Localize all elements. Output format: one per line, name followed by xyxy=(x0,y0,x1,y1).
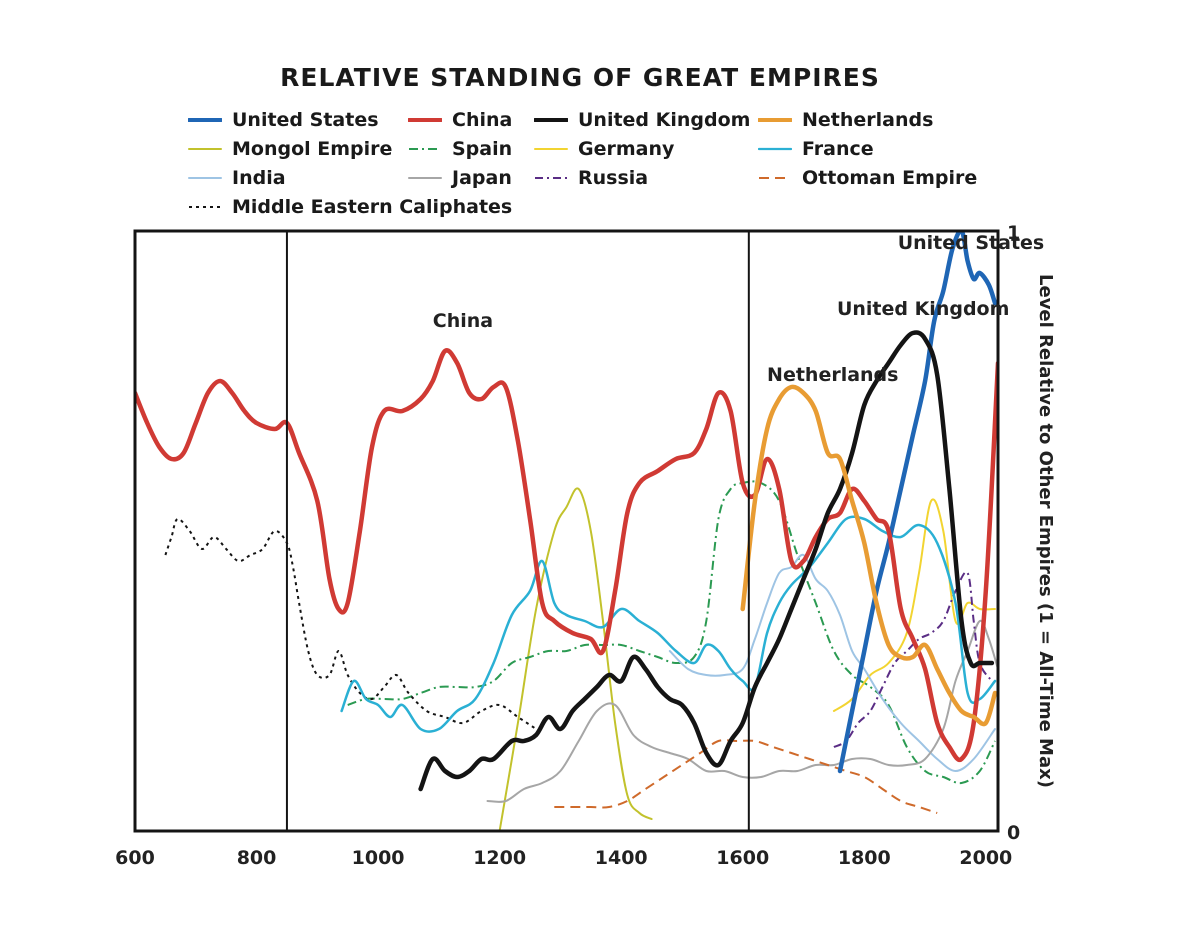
series-line-united-states xyxy=(837,231,998,774)
annotation-united-kingdom: United Kingdom xyxy=(837,298,1009,320)
series-line-spain xyxy=(347,480,996,785)
legend-label: United Kingdom xyxy=(578,109,751,131)
plot-lines xyxy=(135,231,998,831)
plot-frame xyxy=(133,229,1000,833)
chart-title: RELATIVE STANDING OF GREAT EMPIRES xyxy=(280,63,880,92)
legend-swatch xyxy=(189,206,221,208)
legend-item-japan: Japan xyxy=(408,164,512,192)
y-tick-label: 1 xyxy=(1007,222,1020,244)
legend-item-germany: Germany xyxy=(534,135,674,163)
legend-label: Germany xyxy=(578,138,675,160)
legend-swatch xyxy=(758,147,792,151)
legend-item-mongol-empire: Mongol Empire xyxy=(188,135,392,163)
legend-swatch xyxy=(188,117,222,123)
series-line-middle-eastern-caliphates xyxy=(164,517,537,730)
legend-swatch xyxy=(408,117,442,123)
legend-swatch xyxy=(409,148,441,150)
legend-item-united-kingdom: United Kingdom xyxy=(534,106,750,134)
series-line-mongol-empire xyxy=(498,487,653,831)
period-markers xyxy=(285,231,750,831)
series-line-germany xyxy=(832,498,996,712)
legend-item-ottoman-empire: Ottoman Empire xyxy=(758,164,977,192)
legend-swatch xyxy=(759,177,791,179)
annotation-united-states: United States xyxy=(898,232,1045,254)
axis-ticks: 600 800 1000 1200 1400 1600 1800 2000 0 1 xyxy=(115,222,1020,869)
x-tick-label: 2000 xyxy=(959,847,1012,869)
series-line-netherlands xyxy=(740,384,998,727)
legend-label: United States xyxy=(232,109,379,131)
legend-item-france: France xyxy=(758,135,874,163)
x-tick-label: 1400 xyxy=(595,847,648,869)
y-tick-label: 0 xyxy=(1007,822,1020,844)
legend-item-united-states: United States xyxy=(188,106,379,134)
legend-label: Ottoman Empire xyxy=(802,167,978,189)
legend-item-russia: Russia xyxy=(534,164,648,192)
legend-item-india: India xyxy=(188,164,286,192)
series-line-japan xyxy=(486,619,998,803)
x-tick-label: 1600 xyxy=(716,847,769,869)
x-tick-label: 1000 xyxy=(352,847,405,869)
legend-swatch xyxy=(534,117,568,123)
annotations: China Netherlands United Kingdom United Sta… xyxy=(433,232,1044,386)
annotation-china: China xyxy=(433,310,493,332)
legend-label: Mongol Empire xyxy=(232,138,393,160)
legend-swatch xyxy=(188,148,222,150)
legend-label: Russia xyxy=(578,167,649,189)
legend-label: Spain xyxy=(452,138,513,160)
legend-label: France xyxy=(802,138,874,160)
legend-label: Netherlands xyxy=(802,109,934,131)
legend-swatch xyxy=(758,117,792,123)
y-axis-label: Level Relative to Other Empires (1 = All… xyxy=(1035,274,1056,788)
legend-swatch xyxy=(535,177,567,179)
series-line-united-kingdom xyxy=(418,330,995,792)
legend-label: Middle Eastern Caliphates xyxy=(232,196,513,218)
legend-swatch xyxy=(188,177,222,179)
x-tick-label: 800 xyxy=(237,847,277,869)
annotation-netherlands: Netherlands xyxy=(767,364,898,386)
legend-item-china: China xyxy=(408,106,512,134)
legend-item-middle-eastern-caliphates: Middle Eastern Caliphates xyxy=(188,193,512,221)
legend-swatch xyxy=(408,177,442,179)
legend: United States China United Kingdom Netherla… xyxy=(188,106,1048,226)
x-tick-label: 1200 xyxy=(473,847,526,869)
series-line-china xyxy=(135,348,998,763)
series-line-france xyxy=(340,515,997,733)
legend-item-netherlands: Netherlands xyxy=(758,106,933,134)
series-line-ottoman-empire xyxy=(554,739,938,814)
x-tick-label: 1800 xyxy=(838,847,891,869)
legend-item-spain: Spain xyxy=(408,135,512,163)
series-line-russia xyxy=(833,571,993,748)
legend-label: China xyxy=(452,109,513,131)
legend-swatch xyxy=(534,148,568,150)
legend-label: India xyxy=(232,167,286,189)
x-tick-label: 600 xyxy=(115,847,155,869)
legend-label: Japan xyxy=(452,167,512,189)
